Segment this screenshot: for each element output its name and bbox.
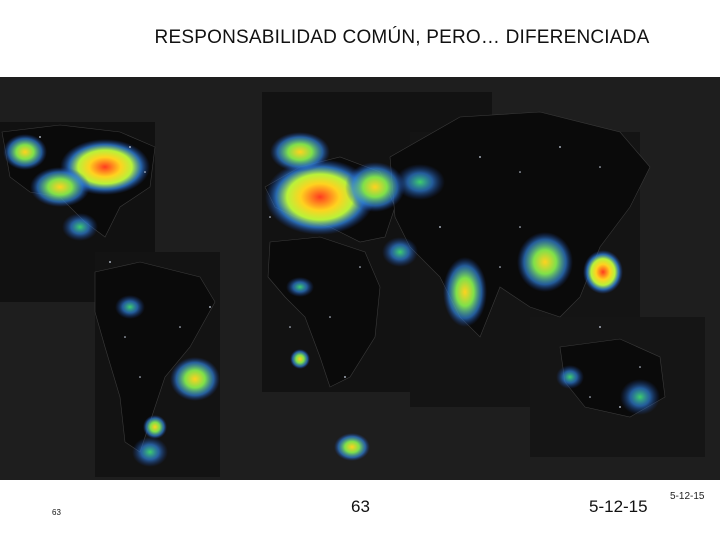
city-lights xyxy=(3,132,660,467)
world-night-lights-map xyxy=(0,77,720,480)
scattered-lights xyxy=(39,136,641,408)
night-lights-map-image xyxy=(0,92,705,477)
footer-date-small: 5-12-15 xyxy=(670,491,705,502)
footer-slide-number: 63 xyxy=(351,497,370,516)
footer-date: 5-12-15 xyxy=(589,497,648,516)
footer-small-slide-number: 63 xyxy=(52,508,61,517)
slide-title: RESPONSABILIDAD COMÚN, PERO… DIFERENCIAD… xyxy=(154,27,650,48)
